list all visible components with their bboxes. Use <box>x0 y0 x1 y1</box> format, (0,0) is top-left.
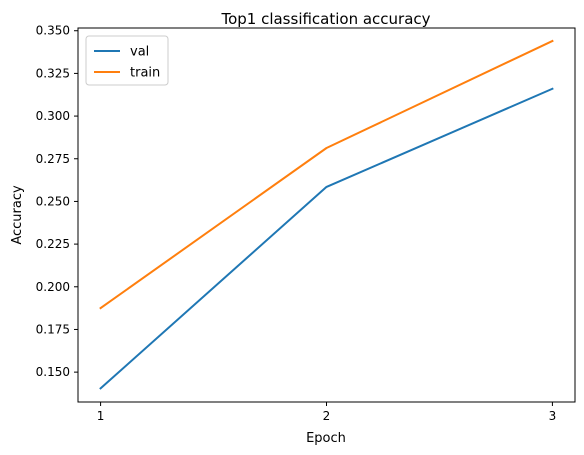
legend-label-train: train <box>130 66 160 81</box>
chart-title: Top1 classification accuracy <box>220 10 430 28</box>
legend-label-val: val <box>130 45 149 60</box>
y-axis-ticks: 0.150 0.175 0.200 0.225 0.250 0.275 0.300 0.325… <box>36 24 78 379</box>
y-tick-label: 0.325 <box>36 66 70 80</box>
x-axis-label: Epoch <box>306 431 346 446</box>
y-axis-label: Accuracy <box>10 185 25 245</box>
y-tick-label: 0.275 <box>36 152 70 166</box>
x-tick-label: 3 <box>549 409 557 423</box>
y-tick-label: 0.300 <box>36 109 70 123</box>
series-line-train <box>99 39 554 310</box>
y-tick-label: 0.225 <box>36 237 70 251</box>
y-tick-label: 0.150 <box>36 365 70 379</box>
y-tick-label: 0.350 <box>36 24 70 38</box>
x-tick-label: 2 <box>323 409 331 423</box>
series-lines <box>99 39 554 390</box>
y-tick-label: 0.175 <box>36 322 70 336</box>
x-tick-label: 1 <box>97 409 105 423</box>
legend: val train <box>85 35 169 86</box>
y-tick-label: 0.200 <box>36 280 70 294</box>
y-tick-label: 0.250 <box>36 194 70 208</box>
series-line-val <box>99 87 554 390</box>
x-axis-ticks: 1 2 3 <box>97 402 556 423</box>
